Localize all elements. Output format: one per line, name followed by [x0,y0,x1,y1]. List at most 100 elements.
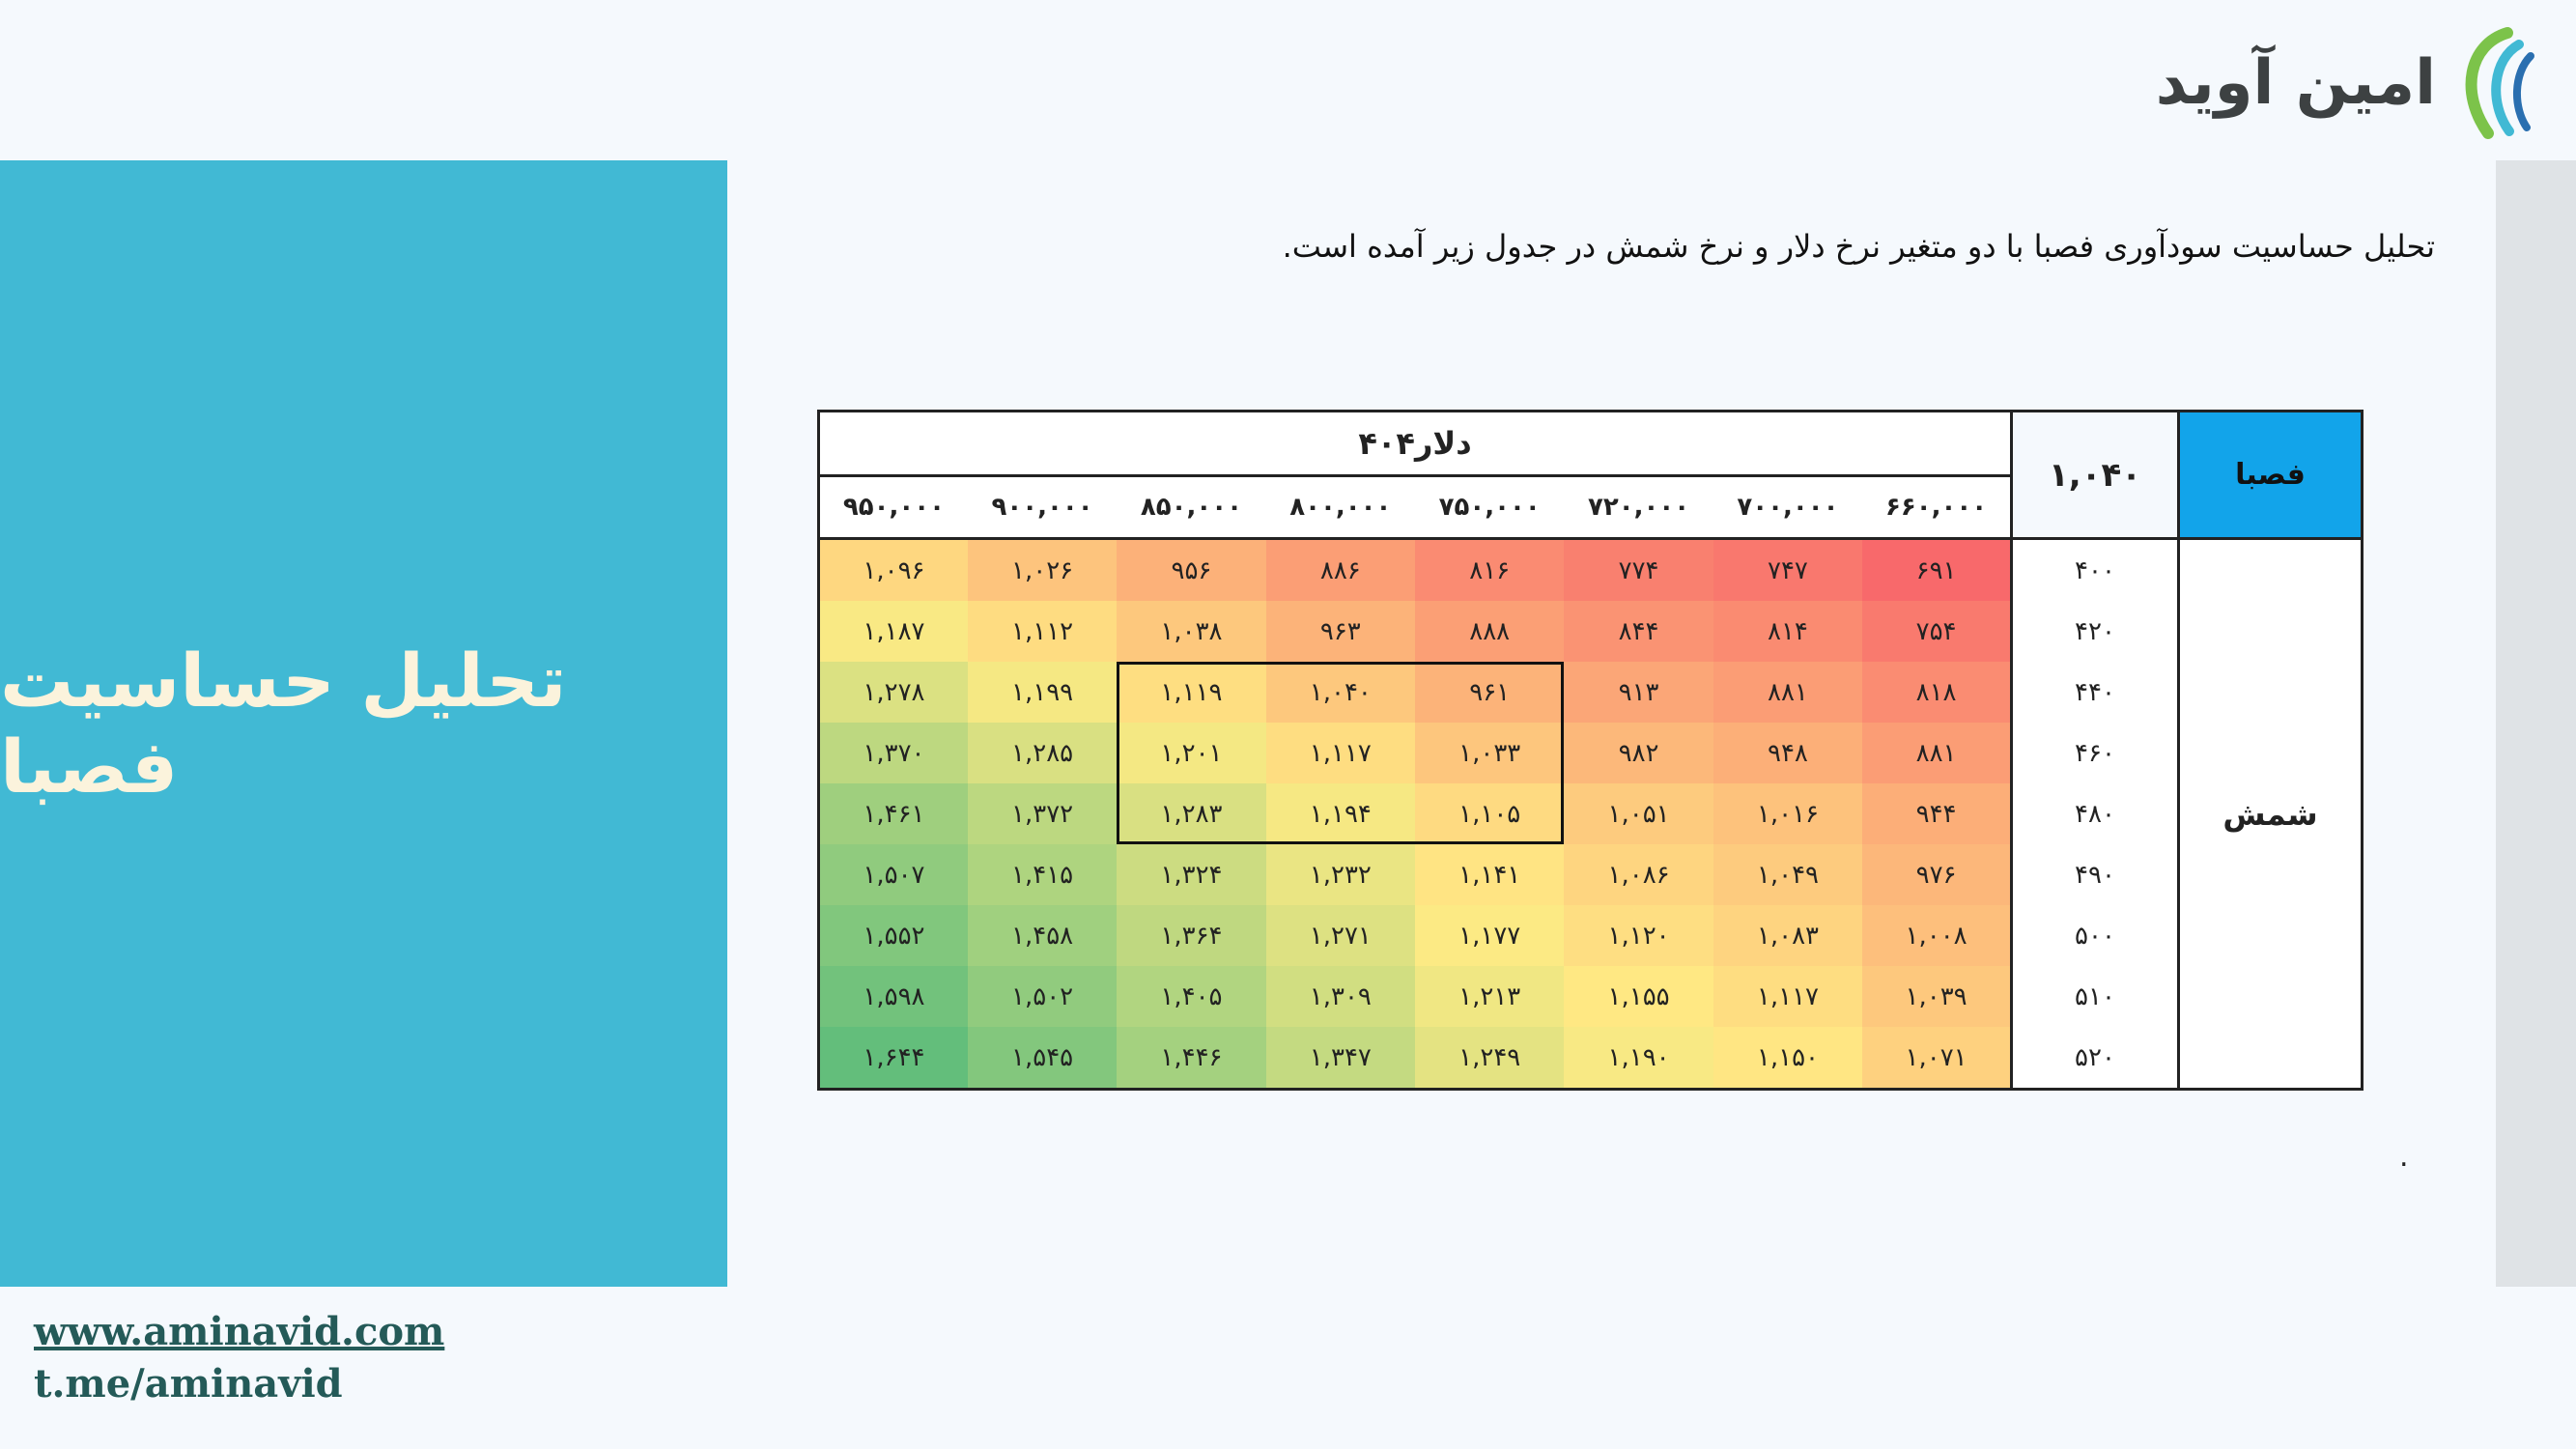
column-header: ۸۰۰,۰۰۰ [1265,475,1415,540]
table-row: ۵۱۰ ۱,۰۳۹ ۱,۱۱۷ ۱,۱۵۵ ۱,۲۱۳ ۱,۳۰۹ ۱,۴۰۵ ۱,۵۰۲ ۱,… [818,966,2363,1027]
table-cell: ۱,۱۸۷ [818,601,968,662]
table-cell: ۱,۱۴۱ [1415,844,1565,905]
title-panel: تحلیل حساسیت فصبا [0,160,727,1287]
telegram-link[interactable]: t.me/aminavid [34,1361,343,1406]
table-row: ۴۹۰ ۹۷۶ ۱,۰۴۹ ۱,۰۸۶ ۱,۱۴۱ ۱,۲۳۲ ۱,۳۲۴ ۱,۴۱۵ ۱,۵۰… [818,844,2363,905]
table-cell: ۹۱۳ [1564,662,1713,723]
logo-mark-icon [2465,27,2534,139]
table-cell: ۷۷۴ [1564,538,1713,601]
table-cell: ۹۶۱ [1415,662,1565,723]
row-header: ۴۹۰ [2010,844,2180,905]
table-row: ۴۲۰ ۷۵۴ ۸۱۴ ۸۴۴ ۸۸۸ ۹۶۳ ۱,۰۳۸ ۱,۱۱۲ ۱,۱۸۷ [818,601,2363,662]
table-row: ۴۸۰ ۹۴۴ ۱,۰۱۶ ۱,۰۵۱ ۱,۱۰۵ ۱,۱۹۴ ۱,۲۸۳ ۱,۳۷۲ ۱,۴۶… [818,783,2363,844]
table-row: شمش ۴۰۰ ۶۹۱ ۷۴۷ ۷۷۴ ۸۱۶ ۸۸۶ ۹۵۶ ۱,۰۲۶ ۱,۰۹۶ [818,538,2364,1091]
column-header: ۷۲۰,۰۰۰ [1564,475,1713,540]
table-cell: ۱,۱۷۷ [1415,905,1565,966]
table-cell: ۱,۰۷۱ [1862,1027,2012,1091]
column-header: ۹۰۰,۰۰۰ [967,475,1118,540]
table-cell: ۱,۳۶۴ [1117,905,1266,966]
website-link[interactable]: www.aminavid.com [34,1309,445,1354]
table-cell: ۱,۰۹۶ [818,538,968,601]
table-cell: ۱,۰۲۶ [967,538,1118,601]
column-header: ۶۶۰,۰۰۰ [1862,475,2012,540]
table-cell: ۷۴۷ [1713,538,1863,601]
dollar-header: دلار۴۰۴ [817,410,2013,477]
column-header-row: ۶۶۰,۰۰۰ ۷۰۰,۰۰۰ ۷۲۰,۰۰۰ ۷۵۰,۰۰۰ ۸۰۰,۰۰۰ ۸۵۰,۰… [818,475,2363,540]
table-cell: ۱,۵۰۲ [967,966,1118,1027]
row-variable-label: شمش [2177,538,2364,1091]
table-cell: ۱,۰۴۰ [1265,662,1415,723]
row-header: ۴۶۰ [2010,723,2180,783]
intro-text: تحلیل حساسیت سودآوری فصبا با دو متغیر نر… [1282,228,2435,265]
table-cell: ۱,۲۱۳ [1415,966,1565,1027]
table-cell: ۱,۲۸۵ [967,723,1118,783]
table-cell: ۱,۰۳۹ [1862,966,2012,1027]
table-cell: ۱,۴۵۸ [967,905,1118,966]
table-cell: ۱,۱۲۰ [1564,905,1713,966]
table-cell: ۱,۱۹۹ [967,662,1118,723]
table-cell: ۱,۴۱۵ [967,844,1118,905]
table-cell: ۱,۳۰۹ [1265,966,1415,1027]
table-row: ۵۲۰ ۱,۰۷۱ ۱,۱۵۰ ۱,۱۹۰ ۱,۲۴۹ ۱,۳۴۷ ۱,۴۴۶ ۱,۵۴۵ ۱,… [818,1027,2363,1091]
table-cell: ۱,۱۰۵ [1415,783,1565,844]
brand-logo: امین آوید [2148,25,2544,141]
row-header: ۴۸۰ [2010,783,2180,844]
table-cell: ۱,۱۱۷ [1265,723,1415,783]
table-cell: ۱,۱۹۰ [1564,1027,1713,1091]
table-cell: ۱,۰۵۱ [1564,783,1713,844]
table-cell: ۱,۱۱۹ [1117,662,1266,723]
table-cell: ۱,۰۱۶ [1713,783,1863,844]
table-cell: ۸۱۸ [1862,662,2012,723]
table-cell: ۹۵۶ [1117,538,1266,601]
symbol-header: فصبا [2177,410,2364,540]
table-cell: ۱,۰۳۳ [1415,723,1565,783]
table-cell: ۱,۱۵۰ [1713,1027,1863,1091]
table-cell: ۸۸۶ [1265,538,1415,601]
panel-title: تحلیل حساسیت فصبا [0,638,567,810]
table-cell: ۱,۳۲۴ [1117,844,1266,905]
table-cell: ۹۸۲ [1564,723,1713,783]
table-cell: ۱,۲۸۳ [1117,783,1266,844]
column-header: ۷۰۰,۰۰۰ [1713,475,1863,540]
column-header: ۹۵۰,۰۰۰ [818,475,968,540]
table-cell: ۹۴۸ [1713,723,1863,783]
table-cell: ۸۸۸ [1415,601,1565,662]
row-header: ۵۰۰ [2010,905,2180,966]
table-cell: ۸۱۶ [1415,538,1565,601]
table-cell: ۱,۰۸۳ [1713,905,1863,966]
table-cell: ۸۱۴ [1713,601,1863,662]
table-row: ۵۰۰ ۱,۰۰۸ ۱,۰۸۳ ۱,۱۲۰ ۱,۱۷۷ ۱,۲۷۱ ۱,۳۶۴ ۱,۴۵۸ ۱,… [818,905,2363,966]
table-cell: ۱,۰۰۸ [1862,905,2012,966]
highlight-box [1117,662,1565,844]
table-body: شمش ۴۰۰ ۶۹۱ ۷۴۷ ۷۷۴ ۸۱۶ ۸۸۶ ۹۵۶ ۱,۰۲۶ ۱,۰۹۶ ۴۲۰ ۷۵۴… [818,538,2364,1091]
table-cell: ۱,۲۷۱ [1265,905,1415,966]
table-cell: ۱,۲۳۲ [1265,844,1415,905]
table-cell: ۹۴۴ [1862,783,2012,844]
table-cell: ۹۶۳ [1265,601,1415,662]
table-cell: ۱,۱۵۵ [1564,966,1713,1027]
table-cell: ۱,۴۶۱ [818,783,968,844]
table-cell: ۱,۰۴۹ [1713,844,1863,905]
logo-text: امین آوید [2155,47,2436,119]
base-value: ۱,۰۴۰ [2010,410,2180,540]
table-cell: ۱,۵۹۸ [818,966,968,1027]
table-cell: ۸۸۱ [1862,723,2012,783]
column-header: ۷۵۰,۰۰۰ [1415,475,1565,540]
table-cell: ۱,۰۳۸ [1117,601,1266,662]
table-cell: ۱,۲۴۹ [1415,1027,1565,1091]
row-header: ۵۲۰ [2010,1027,2180,1091]
table-row: ۴۴۰ ۸۱۸ ۸۸۱ ۹۱۳ ۹۶۱ ۱,۰۴۰ ۱,۱۱۹ ۱,۱۹۹ ۱,۲۷۸ [818,662,2363,723]
table-cell: ۱,۳۷۰ [818,723,968,783]
table-cell: ۸۴۴ [1564,601,1713,662]
table-cell: ۱,۲۰۱ [1117,723,1266,783]
column-header: ۸۵۰,۰۰۰ [1117,475,1266,540]
table-cell: ۱,۵۵۲ [818,905,968,966]
table-cell: ۷۵۴ [1862,601,2012,662]
table-cell: ۸۸۱ [1713,662,1863,723]
table-cell: ۱,۵۰۷ [818,844,968,905]
table-cell: ۹۷۶ [1862,844,2012,905]
table-cell: ۱,۶۴۴ [818,1027,968,1091]
trailing-dot: . [2399,1140,2409,1174]
row-header: ۴۴۰ [2010,662,2180,723]
table-cell: ۱,۴۴۶ [1117,1027,1266,1091]
